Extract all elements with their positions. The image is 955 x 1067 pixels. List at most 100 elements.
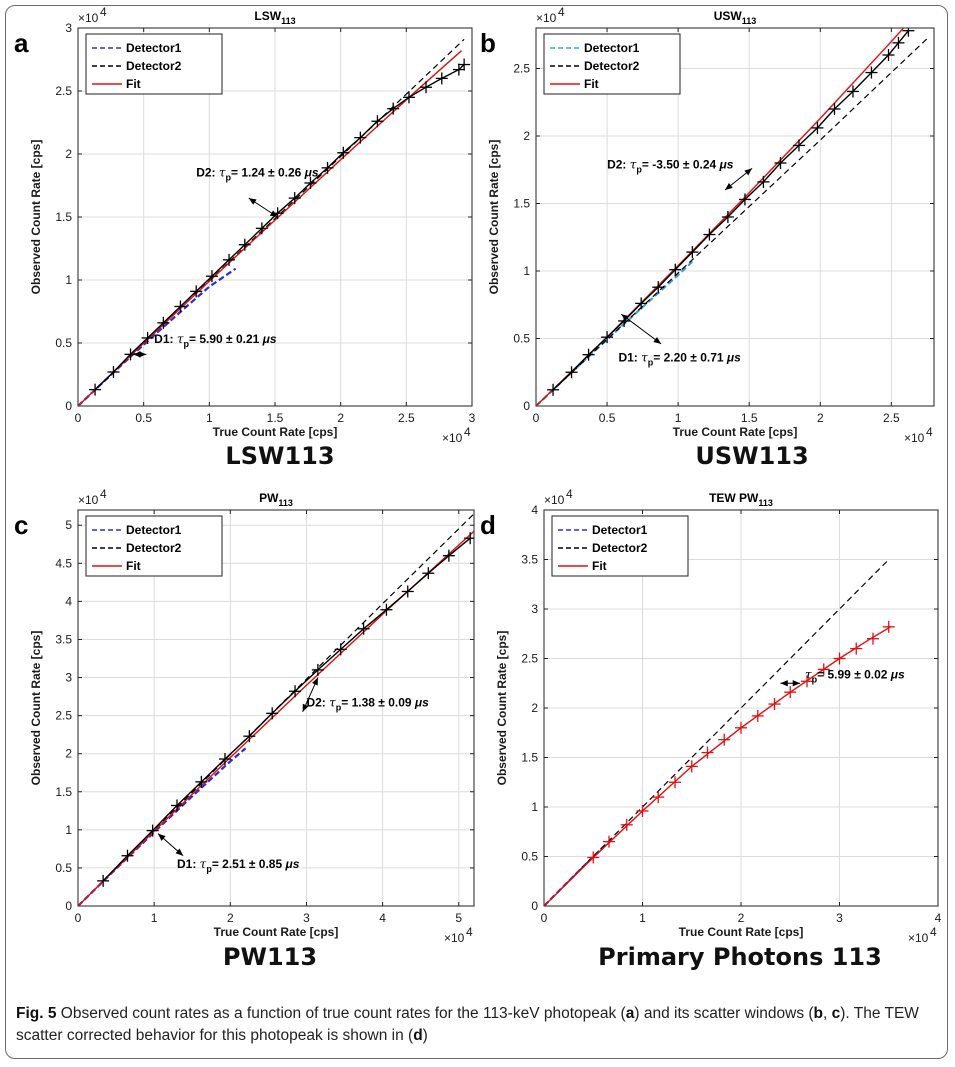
x-tick-label: 4 xyxy=(379,911,386,925)
tau-prefix: D2: xyxy=(306,695,329,709)
annotation-arrow-head xyxy=(175,848,184,856)
annotation-arrow-head xyxy=(744,168,753,176)
tau-text: D1: τp= 5.90 ± 0.21 μs xyxy=(154,332,277,349)
panel-c: c0 1 2 3 4 500.511.522.533.544.55×10 4×10 4PW11… xyxy=(14,487,475,971)
x-multiplier: ×10 xyxy=(444,931,465,945)
y-multiplier-exponent: 4 xyxy=(100,487,107,501)
tau-symbol: τ xyxy=(630,157,637,171)
legend: Detector1 Detector2 Fit xyxy=(85,515,223,577)
tau-prefix: D1: xyxy=(154,332,177,346)
x-multiplier-exponent: 4 xyxy=(930,925,937,939)
x-tick-label: 1.5 xyxy=(267,411,284,425)
figure-frame xyxy=(5,5,948,1059)
tau-value: = 2.51 xyxy=(212,857,246,871)
caption-fig-label: Fig. 5 xyxy=(16,1005,57,1022)
y-tick-label: 4.5 xyxy=(55,556,72,570)
tau-annotation: D2: τp= 1.24 ± 0.26 μs xyxy=(196,166,319,218)
y-tick-label: 0 xyxy=(531,899,538,913)
x-tick-label: 3 xyxy=(303,911,310,925)
x-tick-label: 1 xyxy=(151,911,158,925)
tau-text: D2: τp= -3.50 ± 0.24 μs xyxy=(607,157,734,174)
x-tick-label: 1 xyxy=(639,911,646,925)
y-tick-label: 2 xyxy=(531,701,538,715)
x-multiplier-exponent: 4 xyxy=(466,925,473,939)
tau-annotation: D1: τp= 5.90 ± 0.21 μs xyxy=(133,332,277,358)
x-tick-label: 0.5 xyxy=(135,411,152,425)
legend-label: Fit xyxy=(592,559,607,573)
tau-prefix: D2: xyxy=(607,157,630,171)
axes-box xyxy=(77,509,475,907)
tau-value: = 1.38 xyxy=(341,695,375,709)
x-tick-label: 1.5 xyxy=(741,411,758,425)
x-tick-label: 1 xyxy=(675,411,682,425)
x-tick-label: 2 xyxy=(817,411,824,425)
legend-label: Detector2 xyxy=(584,59,640,73)
x-tick-label: 2 xyxy=(227,911,234,925)
y-tick-label: 3.5 xyxy=(55,632,72,646)
annotation-arrow-head xyxy=(248,198,257,205)
y-axis-label: Observed Count Rate [cps] xyxy=(487,140,501,295)
annotation-arrow-head xyxy=(302,703,309,712)
tau-value: = 1.24 xyxy=(231,166,265,180)
series-detector2 xyxy=(78,513,474,906)
tau-error: ± 0.24 xyxy=(680,157,717,171)
x-axis-label: True Count Rate [cps] xyxy=(213,425,338,439)
tau-subscript: p xyxy=(183,339,189,349)
x-tick-label: 0 xyxy=(541,911,548,925)
caption-text-4: ). The TEW scatter corrected behavior fo… xyxy=(16,1005,919,1044)
x-axis-label: True Count Rate [cps] xyxy=(679,925,804,939)
panel-letter: c xyxy=(14,510,28,540)
y-multiplier-exponent: 4 xyxy=(558,5,565,19)
y-tick-label: 0 xyxy=(523,399,530,413)
x-tick-label: 2.5 xyxy=(883,411,900,425)
plot-title-subscript: 113 xyxy=(758,498,773,508)
series-group xyxy=(544,559,895,906)
tau-text: D2: τp= 1.38 ± 0.09 μs xyxy=(306,695,429,712)
y-tick-label: 1 xyxy=(531,800,538,814)
legend-label: Detector2 xyxy=(126,541,182,555)
panel-bottom-label: PW113 xyxy=(223,943,317,971)
panel-bottom-label: USW113 xyxy=(695,442,808,470)
tau-symbol: τ xyxy=(200,857,207,871)
tau-symbol: τ xyxy=(805,667,812,681)
x-tick-label: 0 xyxy=(75,411,82,425)
series-group xyxy=(78,513,474,906)
y-tick-label: 0 xyxy=(65,399,72,413)
annotation-arrow-head xyxy=(133,351,141,358)
tau-text: D1: τp= 2.51 ± 0.85 μs xyxy=(177,857,300,874)
tau-unit: μs xyxy=(887,667,905,681)
plot-title-base: USW xyxy=(714,9,743,23)
panel-letter: b xyxy=(480,28,496,58)
x-multiplier-exponent: 4 xyxy=(464,425,471,439)
y-tick-label: 4 xyxy=(65,594,72,608)
plot-title: USW113 xyxy=(714,9,757,26)
caption-bold-b: b xyxy=(813,1005,824,1022)
tau-subscript: p xyxy=(812,674,818,684)
tau-annotation: D2: τp= -3.50 ± 0.24 μs xyxy=(607,157,753,191)
series-detector2 xyxy=(544,559,890,906)
tau-error: ± 0.02 xyxy=(851,667,888,681)
plot-title: LSW113 xyxy=(254,9,295,26)
tau-unit: μs xyxy=(412,695,430,709)
plot-title-base: PW xyxy=(259,491,279,505)
series-group xyxy=(78,38,471,406)
caption-text-1: Observed count rates as a function of tr… xyxy=(56,1005,626,1022)
panel-a: a0 0.5 1 1.5 2 2.5 300.511.522.53×10 4×10 4LSW11… xyxy=(14,5,476,470)
caption-bold-a: a xyxy=(625,1005,635,1022)
legend-label: Detector1 xyxy=(592,523,648,537)
series-detector2 xyxy=(536,38,928,406)
x-tick-label: 4 xyxy=(935,911,942,925)
plot-title: PW113 xyxy=(259,491,293,508)
y-multiplier: ×10 xyxy=(78,493,99,507)
tau-value: = -3.50 xyxy=(642,157,680,171)
legend-label: Fit xyxy=(126,77,141,91)
y-tick-label: 3 xyxy=(531,602,538,616)
plot-title: TEW PW113 xyxy=(709,491,773,508)
tau-prefix: D1: xyxy=(618,350,641,364)
panel-letter: d xyxy=(480,510,496,540)
y-tick-label: 0.5 xyxy=(521,850,538,864)
legend-label: Detector1 xyxy=(584,41,640,55)
tau-symbol: τ xyxy=(219,166,226,180)
plot-title-base: TEW PW xyxy=(709,491,759,505)
